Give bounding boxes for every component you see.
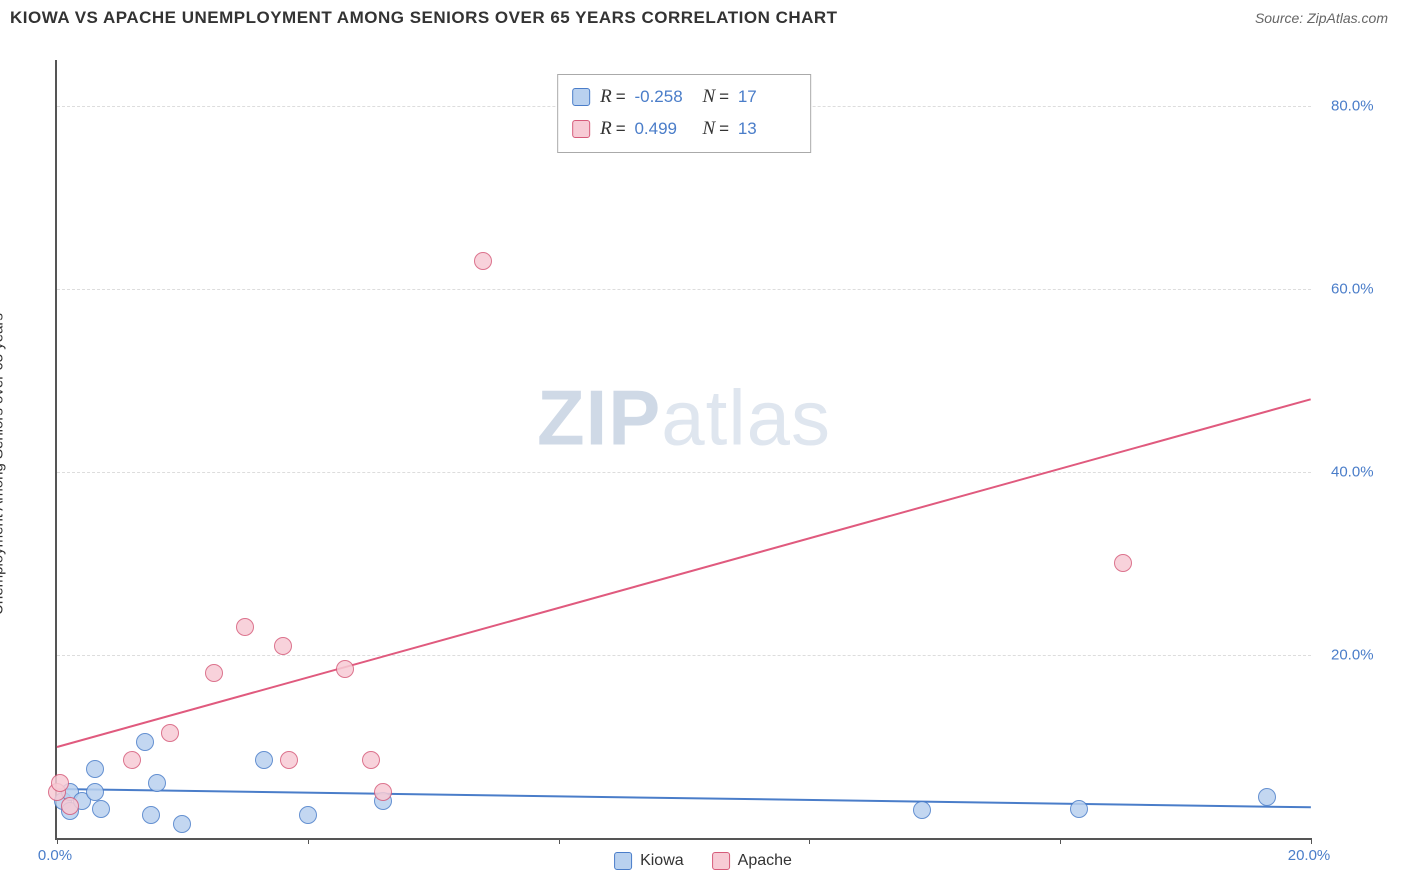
legend-item-kiowa: Kiowa [614, 852, 684, 870]
data-point-apache [51, 774, 69, 792]
source-label: Source: ZipAtlas.com [1255, 10, 1388, 26]
stats-row: R= 0.499N= 13 [572, 113, 796, 145]
y-tick-label: 60.0% [1331, 280, 1374, 297]
data-point-apache [205, 664, 223, 682]
y-tick-label: 40.0% [1331, 463, 1374, 480]
data-point-apache [274, 637, 292, 655]
trend-line-apache [57, 399, 1312, 749]
data-point-kiowa [255, 751, 273, 769]
x-tick-label: 20.0% [1288, 847, 1331, 864]
stat-r-label: R [600, 118, 612, 139]
grid-line [57, 655, 1311, 656]
watermark-bold: ZIP [537, 373, 661, 461]
stat-n-value: 17 [738, 83, 796, 112]
stats-legend: R= -0.258N= 17R= 0.499N= 13 [557, 74, 811, 153]
data-point-apache [123, 751, 141, 769]
data-point-apache [1114, 554, 1132, 572]
data-point-kiowa [1258, 788, 1276, 806]
data-point-kiowa [299, 806, 317, 824]
data-point-apache [362, 751, 380, 769]
data-point-apache [280, 751, 298, 769]
chart-container: Unemployment Among Seniors over 65 years… [10, 45, 1396, 882]
x-tick [308, 838, 309, 844]
stats-swatch [572, 88, 590, 106]
watermark-light: atlas [661, 373, 831, 461]
chart-title: KIOWA VS APACHE UNEMPLOYMENT AMONG SENIO… [10, 8, 838, 28]
data-point-kiowa [142, 806, 160, 824]
x-tick [809, 838, 810, 844]
stat-n-label: N [702, 86, 715, 107]
legend-item-apache: Apache [712, 852, 792, 870]
legend-label: Apache [738, 852, 792, 870]
data-point-apache [336, 660, 354, 678]
data-point-apache [236, 618, 254, 636]
stat-r-value: 0.499 [634, 115, 692, 144]
watermark: ZIPatlas [537, 372, 831, 463]
y-tick-label: 80.0% [1331, 97, 1374, 114]
stats-swatch [572, 120, 590, 138]
data-point-kiowa [136, 733, 154, 751]
stats-row: R= -0.258N= 17 [572, 81, 796, 113]
legend-label: Kiowa [640, 852, 684, 870]
plot-area: ZIPatlas R= -0.258N= 17R= 0.499N= 13 20.… [55, 60, 1311, 840]
data-point-kiowa [86, 783, 104, 801]
data-point-kiowa [1070, 800, 1088, 818]
grid-line [57, 472, 1311, 473]
stat-r-label: R [600, 86, 612, 107]
legend-swatch [712, 852, 730, 870]
data-point-kiowa [173, 815, 191, 833]
data-point-apache [474, 252, 492, 270]
stat-n-label: N [702, 118, 715, 139]
data-point-apache [61, 797, 79, 815]
data-point-apache [374, 783, 392, 801]
legend-swatch [614, 852, 632, 870]
data-point-kiowa [148, 774, 166, 792]
header: KIOWA VS APACHE UNEMPLOYMENT AMONG SENIO… [0, 0, 1406, 36]
data-point-kiowa [86, 760, 104, 778]
y-axis-label: Unemployment Among Seniors over 65 years [0, 313, 7, 615]
x-tick [1311, 838, 1312, 844]
stat-n-value: 13 [738, 115, 796, 144]
bottom-legend: Kiowa Apache [614, 852, 792, 870]
x-tick-label: 0.0% [38, 847, 72, 864]
x-tick [57, 838, 58, 844]
grid-line [57, 289, 1311, 290]
data-point-apache [161, 724, 179, 742]
data-point-kiowa [913, 801, 931, 819]
trend-line-kiowa [57, 788, 1311, 808]
data-point-kiowa [92, 800, 110, 818]
x-tick [1060, 838, 1061, 844]
x-tick [559, 838, 560, 844]
y-tick-label: 20.0% [1331, 646, 1374, 663]
stat-r-value: -0.258 [634, 83, 692, 112]
